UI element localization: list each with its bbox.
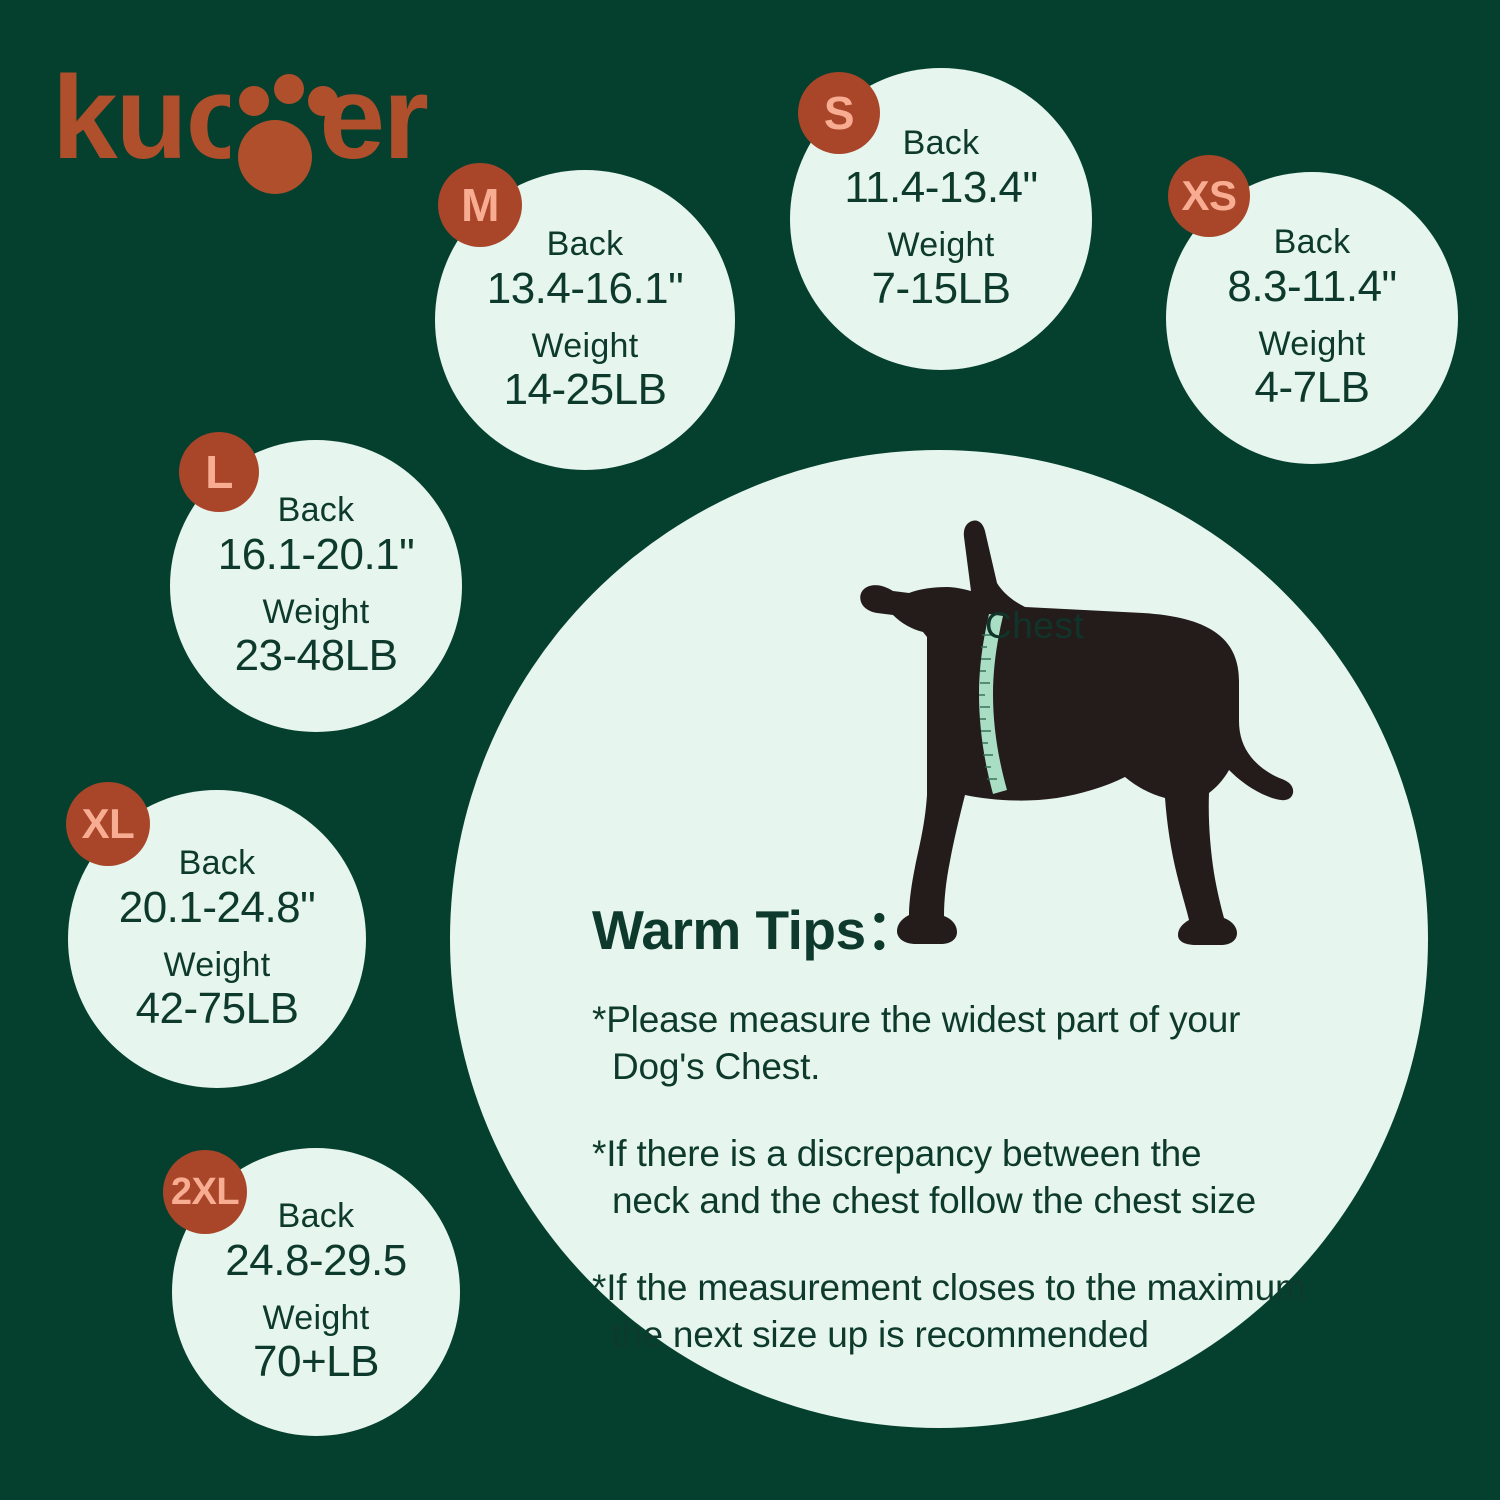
warm-tips-title: Warm Tips：: [592, 899, 921, 961]
size-badge-xs: XS: [1168, 155, 1250, 237]
back-value: 24.8-29.5: [225, 1235, 407, 1285]
dog-silhouette-illustration: [860, 520, 1294, 945]
paw-toe-icon-1: [239, 86, 269, 116]
weight-label: Weight: [262, 1299, 370, 1337]
back-label: Back: [277, 491, 355, 530]
warm-tip-3: *If the measurement closes to the maximu…: [592, 1265, 1352, 1359]
brand-logo: kuoser: [52, 58, 452, 198]
paw-toe-icon-2: [274, 74, 304, 104]
back-label: Back: [277, 1197, 355, 1236]
warm-tips-block: Warm Tips： *Please measure the widest pa…: [592, 885, 1332, 1359]
weight-label: Weight: [887, 226, 995, 264]
weight-value: 14-25LB: [503, 365, 667, 415]
size-badge-m: M: [438, 163, 522, 247]
back-value: 11.4-13.4": [844, 162, 1038, 212]
weight-label: Weight: [262, 593, 370, 631]
warm-tip-2-line1: *If there is a discrepancy between the: [592, 1132, 1202, 1174]
warm-tip-3-line1: *If the measurement closes to the maximu…: [592, 1266, 1306, 1308]
size-bubble-m[interactable]: Back 13.4-16.1" Weight 14-25LB: [435, 170, 735, 470]
back-label: Back: [546, 225, 624, 264]
size-badge-xl: XL: [66, 782, 150, 866]
back-value: 13.4-16.1": [486, 263, 684, 313]
tape-ticks: [979, 634, 997, 780]
back-value: 8.3-11.4": [1227, 261, 1397, 311]
warm-tip-1: *Please measure the widest part of your …: [592, 997, 1332, 1091]
paw-pad-icon: [238, 120, 312, 194]
size-badge-s: S: [798, 72, 880, 154]
paw-toe-icon-3: [308, 86, 338, 116]
weight-value: 42-75LB: [135, 984, 299, 1034]
warm-tip-2-line2: neck and the chest follow the chest size: [612, 1179, 1256, 1221]
weight-value: 23-48LB: [234, 631, 398, 681]
back-label: Back: [1273, 223, 1351, 262]
back-label: Back: [902, 124, 980, 163]
weight-label: Weight: [1258, 325, 1366, 363]
warm-tip-2: *If there is a discrepancy between the n…: [592, 1131, 1332, 1225]
size-badge-l: L: [179, 432, 259, 512]
weight-value: 7-15LB: [871, 264, 1011, 314]
weight-value: 4-7LB: [1254, 363, 1370, 413]
warm-tip-1-line2: Dog's Chest.: [612, 1045, 821, 1087]
weight-label: Weight: [531, 327, 639, 365]
dog-body-shape: [860, 520, 1294, 945]
back-value: 16.1-20.1": [217, 529, 415, 579]
chest-measuring-tape: [979, 614, 1007, 794]
chest-measure-label: Chest: [985, 605, 1085, 646]
weight-value: 70+LB: [253, 1337, 379, 1387]
back-value: 20.1-24.8": [118, 882, 316, 932]
back-label: Back: [178, 844, 256, 883]
warm-tip-1-line1: *Please measure the widest part of your: [592, 999, 1241, 1040]
weight-label: Weight: [163, 946, 271, 984]
warm-tip-3-line2: the next size up is recommended: [612, 1313, 1149, 1355]
size-badge-2xl: 2XL: [163, 1150, 247, 1234]
